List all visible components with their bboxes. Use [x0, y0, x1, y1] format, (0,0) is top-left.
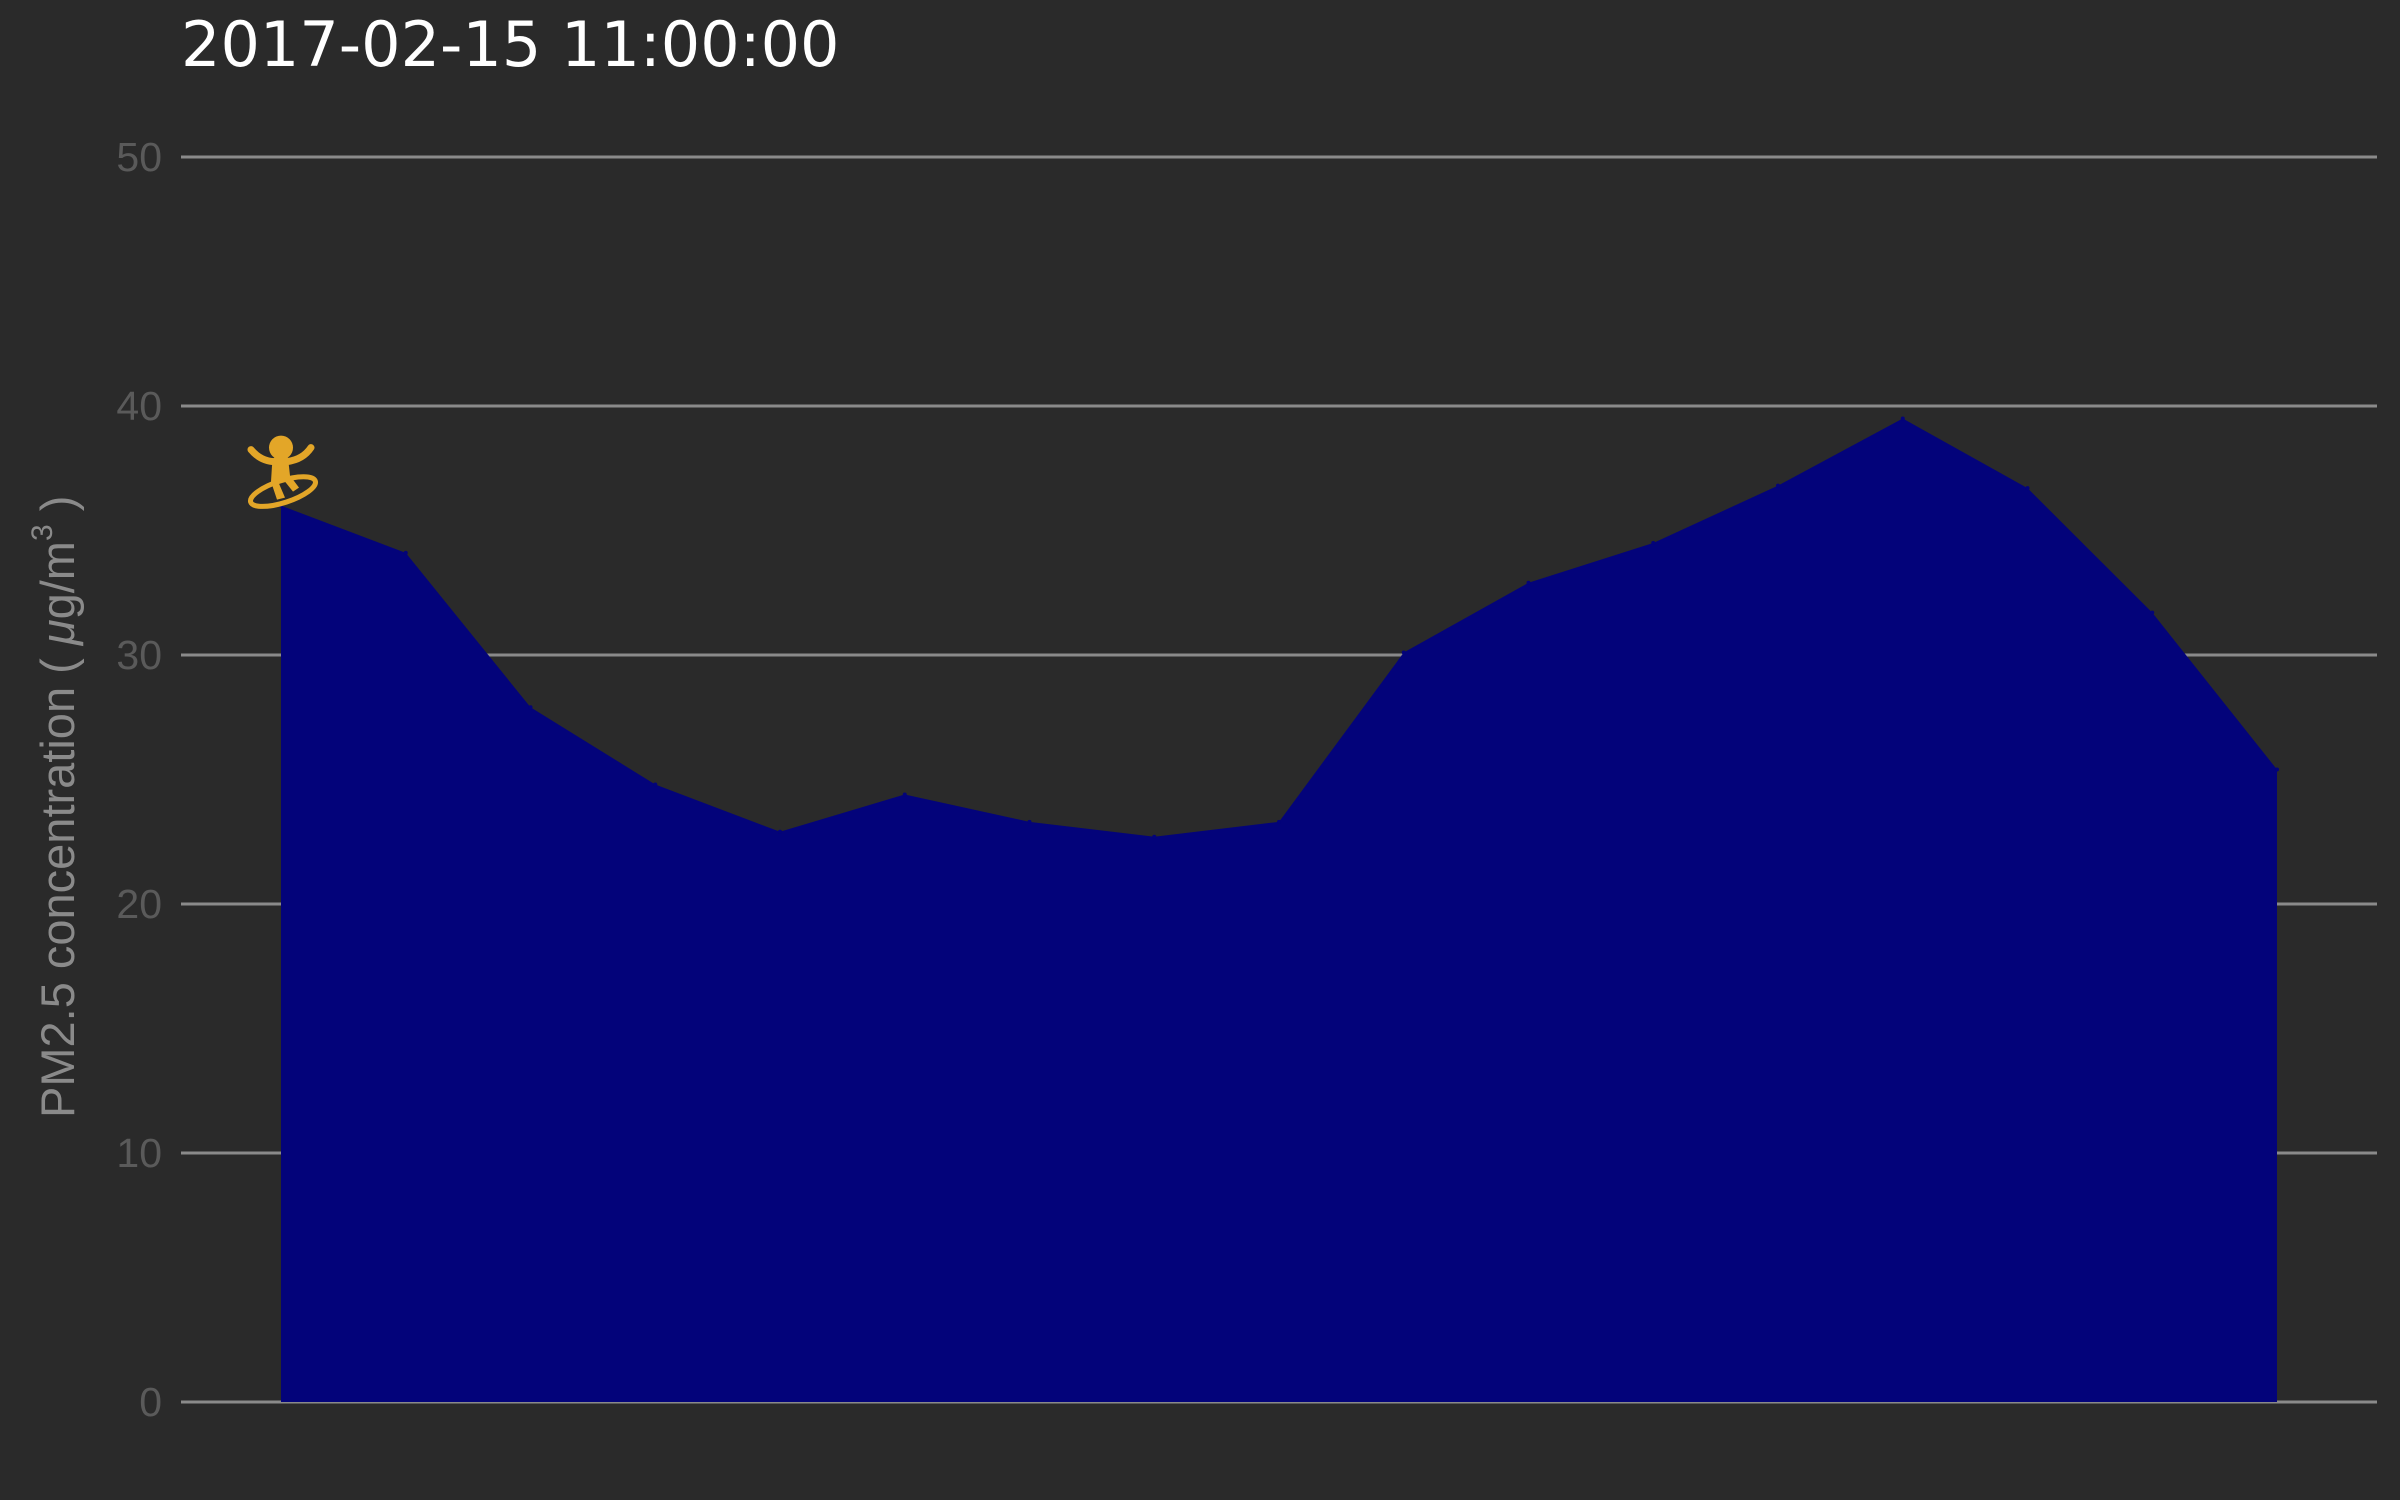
pm25-area [281, 418, 2277, 1402]
data-point-1 [403, 550, 408, 555]
data-point-10 [1526, 580, 1531, 585]
data-point-12 [1776, 483, 1780, 488]
y-tick-label-50: 50 [116, 134, 162, 180]
plot-area [279, 416, 2279, 1402]
marker [247, 435, 319, 509]
y-tick-labels: 0 10 20 30 40 50 [116, 134, 162, 1425]
y-tick-label-20: 20 [116, 881, 162, 927]
y-axis-label-prefix: PM2.5 concentration ( [31, 645, 84, 1118]
y-axis-label-unit: g/m [31, 541, 84, 619]
data-point-3 [653, 782, 658, 787]
data-point-9 [1401, 650, 1406, 655]
data-point-11 [1651, 540, 1656, 545]
data-point-15 [2150, 610, 2155, 615]
data-point-8 [1277, 819, 1281, 824]
y-axis-label: PM2.5 concentration ( μg/m3 ) [26, 496, 84, 1118]
data-point-2 [528, 705, 533, 710]
data-point-5 [902, 792, 907, 797]
data-point-16 [2275, 767, 2279, 772]
data-point-13 [1900, 416, 1905, 421]
data-point-6 [1027, 819, 1032, 824]
data-point-7 [1152, 834, 1157, 839]
y-tick-label-40: 40 [116, 383, 162, 429]
data-point-4 [778, 829, 782, 834]
running-figure-icon [247, 435, 319, 509]
y-axis-label-superscript: 3 [26, 524, 59, 541]
y-tick-label-10: 10 [116, 1130, 162, 1176]
y-tick-label-0: 0 [139, 1379, 162, 1425]
y-axis-label-mu: μ [31, 619, 84, 646]
chart-title: 2017-02-15 11:00:00 [181, 8, 839, 81]
y-tick-label-30: 30 [116, 632, 162, 678]
y-axis-label-suffix: ) [31, 496, 84, 525]
data-point-14 [2025, 486, 2030, 491]
